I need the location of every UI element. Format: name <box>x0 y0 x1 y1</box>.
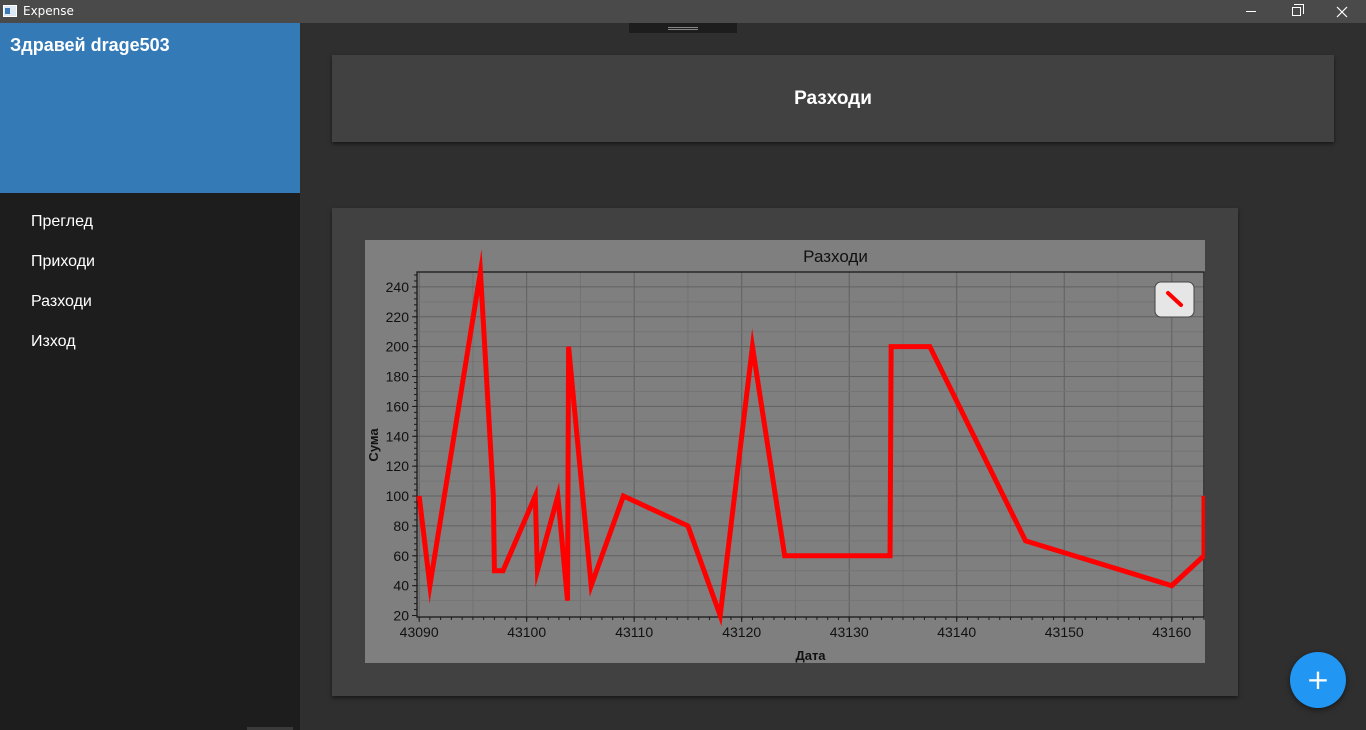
sidebar-item-logout[interactable]: Изход <box>31 333 76 350</box>
y-tick-label: 180 <box>386 369 410 385</box>
data-point <box>534 495 536 497</box>
maximize-icon <box>1291 4 1304 16</box>
page-title: Разходи <box>794 87 872 109</box>
plot-frame <box>416 271 1205 618</box>
data-point <box>429 585 431 587</box>
minimize-icon <box>1246 11 1256 12</box>
scrollbar-indicator <box>247 727 293 730</box>
window-title: Expense <box>23 4 74 18</box>
data-point <box>590 585 592 587</box>
data-point <box>1025 540 1027 542</box>
chart-card: 43090 43100 43110 43120 43130 43140 43150 43160… <box>332 208 1238 696</box>
series-toggle-icon <box>1166 291 1183 307</box>
plus-icon: + <box>1306 663 1330 696</box>
y-tick-label: 140 <box>386 428 410 444</box>
x-axis-label: Дата <box>795 648 826 663</box>
data-point <box>557 495 559 497</box>
data-point <box>567 600 569 602</box>
close-icon <box>1336 6 1348 17</box>
drag-handle[interactable] <box>629 23 737 33</box>
drag-handle-icon <box>668 27 698 30</box>
x-tick-label: 43150 <box>1045 624 1084 640</box>
maximize-button[interactable] <box>1273 0 1319 23</box>
data-point <box>1203 495 1205 497</box>
y-tick-label: 120 <box>386 458 410 474</box>
y-tick-label: 100 <box>386 488 410 504</box>
x-tick-label: 43100 <box>507 624 546 640</box>
sidebar-nav: Преглед Приходи Разходи Изход <box>0 202 300 362</box>
sidebar-item-expenses[interactable]: Разходи <box>31 293 92 310</box>
x-tick-label: 43130 <box>830 624 869 640</box>
data-point <box>502 570 504 572</box>
expense-chart: 43090 43100 43110 43120 43130 43140 43150 43160… <box>365 240 1205 663</box>
sidebar: Здравей drage503 Преглед Приходи Разходи… <box>0 23 300 730</box>
data-point <box>479 271 481 273</box>
user-greeting: Здравей drage503 <box>10 35 170 55</box>
data-point <box>536 570 538 572</box>
x-tick-label: 43110 <box>615 624 653 640</box>
sidebar-item-income[interactable]: Приходи <box>31 253 95 270</box>
page-header-card: Разходи <box>332 55 1334 142</box>
chart-toggle-button[interactable] <box>1154 281 1195 318</box>
y-axis-label: Сума <box>366 428 381 462</box>
data-point <box>719 615 721 617</box>
data-point <box>1203 555 1205 557</box>
y-tick-label: 40 <box>393 578 409 594</box>
data-point <box>816 555 818 557</box>
minimize-button[interactable] <box>1228 0 1274 23</box>
y-tick-label: 220 <box>386 309 410 325</box>
sidebar-item-overview[interactable]: Преглед <box>31 213 93 230</box>
y-tick-label: 20 <box>393 608 409 624</box>
series-line <box>416 248 1205 627</box>
data-point <box>889 555 891 557</box>
y-tick-label: 240 <box>386 279 410 295</box>
y-tick-label: 200 <box>386 339 410 355</box>
data-point <box>568 346 570 348</box>
chart-svg: 43090 43100 43110 43120 43130 43140 43150 43160… <box>366 247 1205 663</box>
x-tick-label: 43090 <box>400 624 439 640</box>
x-tick-label: 43140 <box>937 624 976 640</box>
data-point <box>418 495 420 497</box>
data-point <box>890 346 892 348</box>
y-tick-label: 60 <box>393 548 409 564</box>
add-expense-button[interactable]: + <box>1290 652 1346 708</box>
data-point <box>622 495 624 497</box>
x-tick-label: 43160 <box>1152 624 1191 640</box>
data-point <box>1171 585 1173 587</box>
data-point <box>929 346 931 348</box>
close-button[interactable] <box>1319 0 1365 23</box>
data-point <box>493 570 495 572</box>
sidebar-header: Здравей drage503 <box>0 23 300 193</box>
data-point <box>687 525 689 527</box>
data-point <box>492 495 494 497</box>
main-content: Разходи 43090 43100 43110 43120 43130 43140 43… <box>300 23 1366 730</box>
data-point <box>751 346 753 348</box>
x-tick-label: 43120 <box>722 624 761 640</box>
data-point <box>784 555 786 557</box>
y-tick-label: 80 <box>393 518 409 534</box>
app-icon <box>3 5 17 17</box>
title-bar: Expense <box>0 0 1366 23</box>
chart-title: Разходи <box>803 247 868 266</box>
y-tick-label: 160 <box>386 398 410 414</box>
